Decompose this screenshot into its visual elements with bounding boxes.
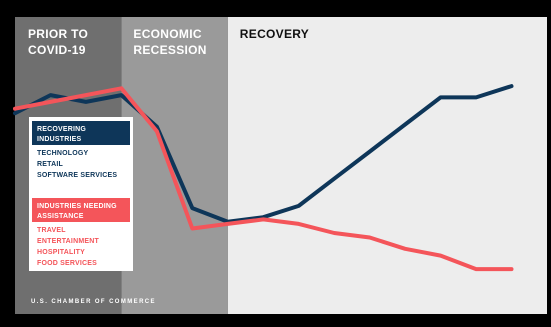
phase-label-0-line-0: PRIOR TO [28,27,88,41]
legend-header-bg-0 [32,121,130,145]
legend-item-1-1: ENTERTAINMENT [37,238,99,245]
legend-item-1-0: TRAVEL [37,227,66,234]
legend-header-1-line-1: ASSISTANCE [37,213,84,220]
source-credit: U.S. CHAMBER OF COMMERCE [31,299,156,305]
legend-header-bg-1 [32,198,130,222]
phase-label-0-line-1: COVID-19 [28,43,86,57]
series-line-recovering [13,84,514,224]
legend-item-1-3: FOOD SERVICES [37,260,97,267]
legend-header-1-line-0: INDUSTRIES NEEDING [37,203,117,210]
series-line-needing [13,86,514,272]
legend-item-0-2: SOFTWARE SERVICES [37,172,117,179]
phase-label-1-line-0: ECONOMIC [133,27,201,41]
phase-label-2-line-0: RECOVERY [240,27,309,41]
legend-header-0-line-1: INDUSTRIES [37,136,82,143]
phase-band-2 [227,17,548,314]
legend-item-0-1: RETAIL [37,161,63,168]
legend-item-1-2: HOSPITALITY [37,249,85,256]
legend-header-0-line-0: RECOVERING [37,126,86,133]
phase-label-1-line-1: RECESSION [133,43,206,57]
legend-item-0-0: TECHNOLOGY [37,150,89,157]
